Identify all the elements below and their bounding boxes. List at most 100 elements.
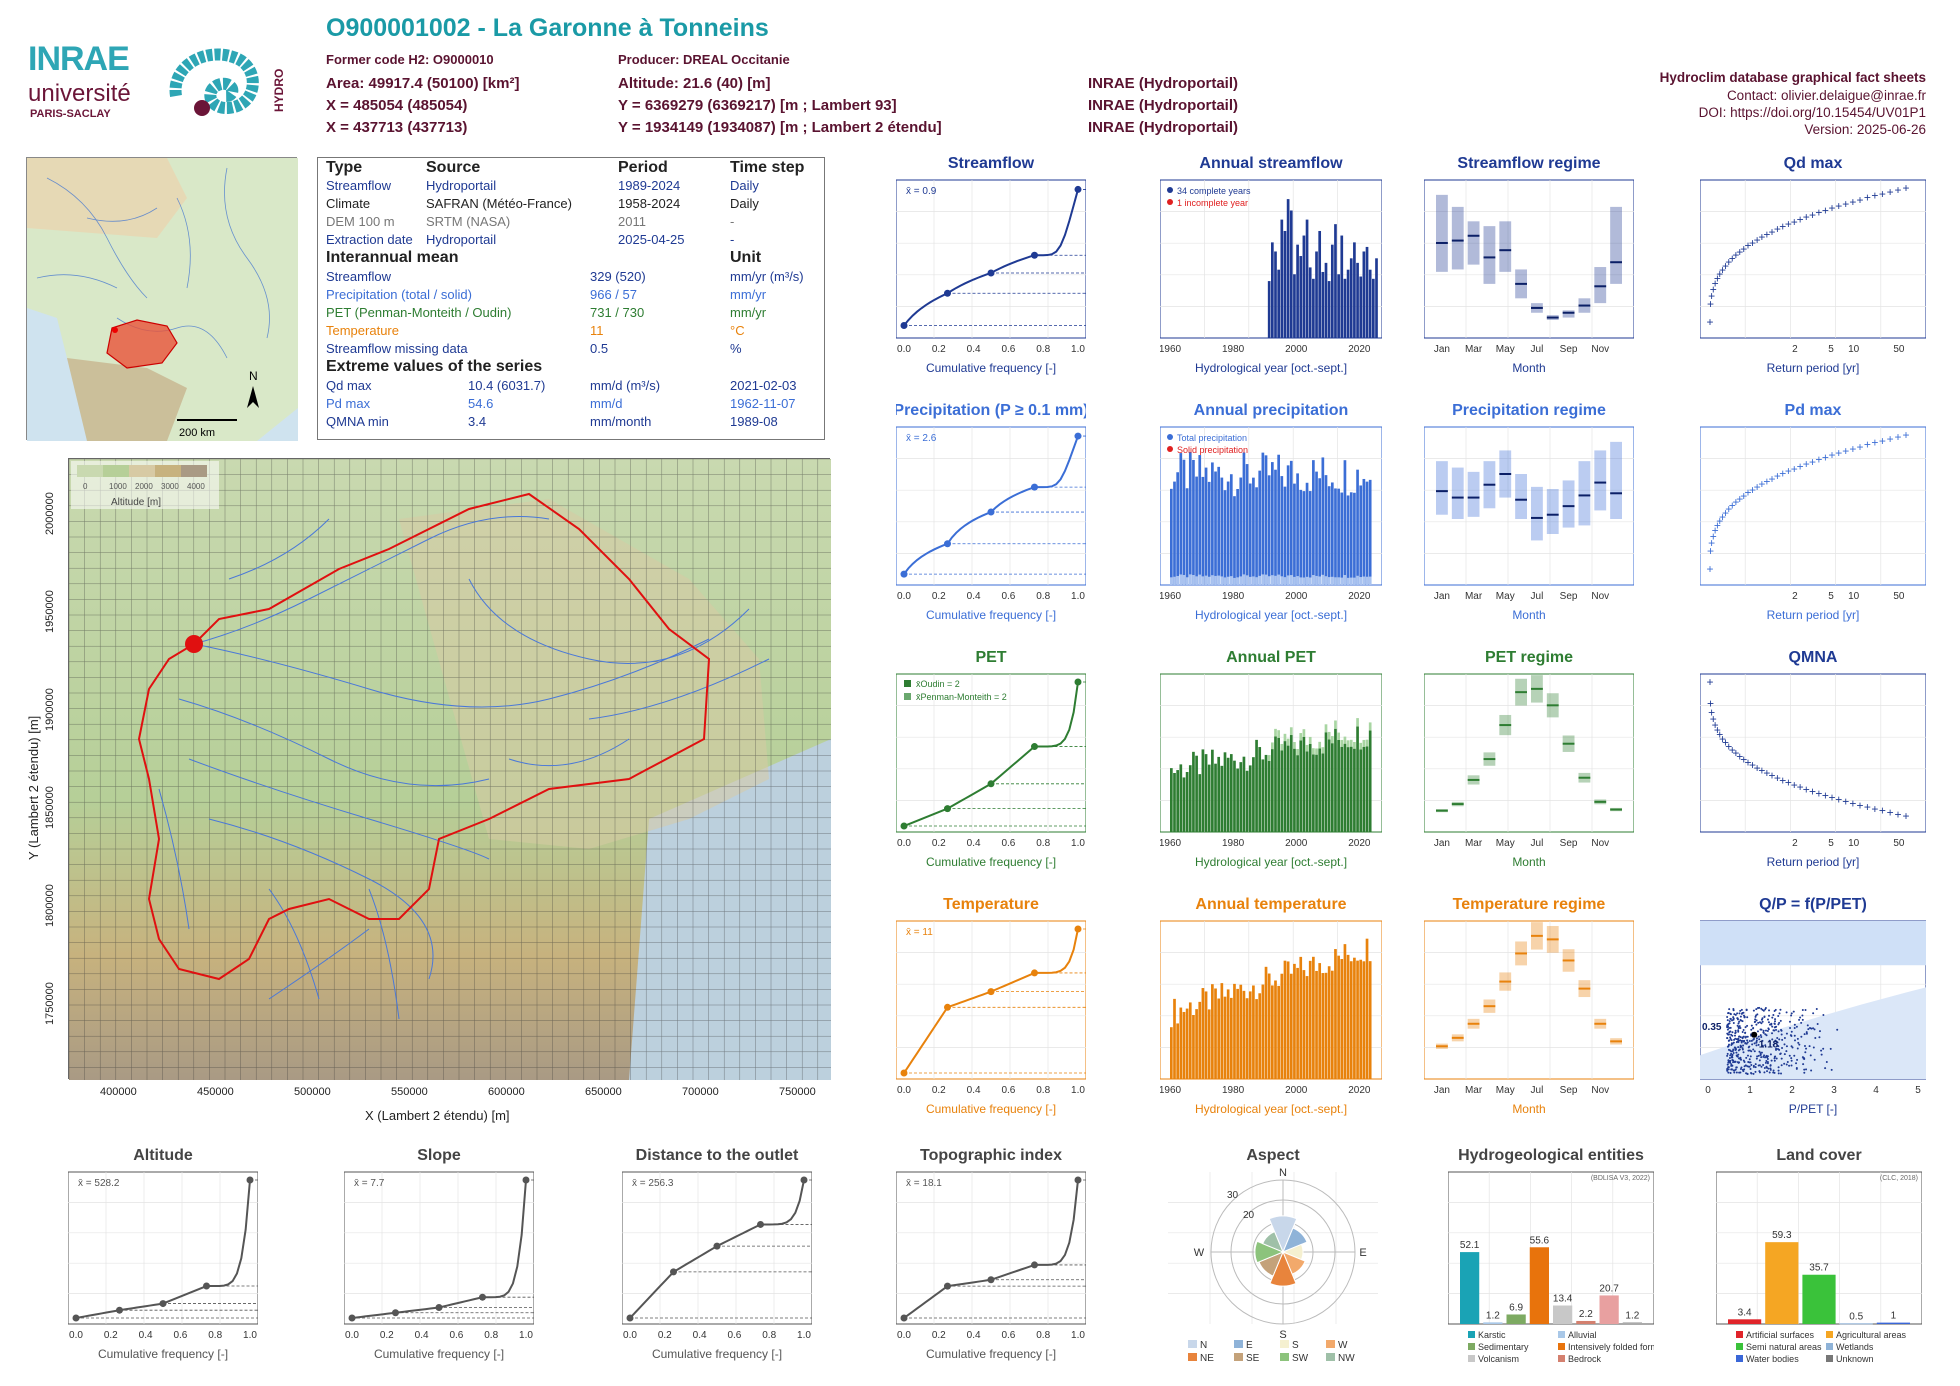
scatter-point [1746,1054,1749,1057]
scatter-point [1805,1047,1808,1050]
x-tick: 0.4 [967,591,981,602]
year-bar [1349,492,1353,585]
scatter-point [1764,1044,1767,1047]
mean-label: x̄ = 2.6 [906,433,937,444]
year-bar [1280,219,1284,338]
scatter-point [1727,1059,1730,1062]
scatter-point [1731,1042,1734,1045]
scatter-point [1774,1020,1777,1023]
solid-bar [1204,575,1208,585]
source-2: INRAE (Hydroportail) [1088,97,1238,114]
pm-bar [1353,742,1356,749]
legend-title: Altitude [m] [111,497,161,508]
year-bar [1236,489,1239,585]
x-tick: 10 [1848,838,1860,849]
legend-label: 34 complete years [1177,186,1251,196]
quantile-point [944,540,951,548]
map-xlabel: X (Lambert 2 étendu) [m] [365,1108,510,1123]
chart-title: Altitude [133,1147,193,1164]
solid-bar [1211,575,1214,585]
scatter-point [1752,1065,1755,1068]
year-bar [1277,985,1280,1079]
legend-label: Alluvial [1568,1330,1597,1340]
year-bar [1179,764,1183,832]
legend-tick: 4000 [187,482,205,491]
scatter-point [1731,1031,1734,1034]
month-box [1436,461,1448,515]
scatter-point [1732,1016,1735,1019]
scatter-point [1765,1059,1768,1062]
x-tick: 0.0 [897,591,911,602]
x-tick: 0.4 [693,1330,707,1341]
data-point: + [1749,483,1756,497]
info-cell: 1958-2024 [618,196,681,211]
scatter-point [1777,1072,1780,1075]
year-bar [1245,464,1249,585]
mean-label: x̄ = 0.9 [906,186,937,197]
data-point: + [1729,499,1736,513]
category-bar [1802,1274,1836,1324]
contact: Contact: olivier.delaigue@inrae.fr [1726,88,1926,103]
grid [896,1172,1086,1324]
scatter-point [1776,1041,1779,1044]
month-tick: May [1496,1085,1515,1096]
data-point: + [1895,183,1902,197]
month-tick: May [1496,838,1515,849]
data-point: + [1740,242,1747,256]
version: Version: 2025-06-26 [1804,122,1926,137]
mean-cell: mm/yr [730,287,767,302]
year-bar [1334,224,1337,338]
scatter-point [1758,1059,1761,1062]
month-tick: Sep [1560,838,1578,849]
x-lambert2: X = 437713 (437713) [326,119,468,136]
scatter-point [1812,1046,1815,1049]
scatter-point [1793,1039,1796,1042]
x-tick: 0.2 [380,1330,394,1341]
month-tick: Jan [1434,591,1450,602]
pm-bar [1324,724,1328,733]
area: Area: 49917.4 (50100) [km²] [326,75,520,92]
data-point: + [1815,206,1822,220]
x-tick: 0.8 [1036,1330,1050,1341]
x-tick: 0.6 [1001,344,1015,355]
data-point: + [1879,804,1886,818]
scatter-point [1741,1030,1744,1033]
quantile-point [987,269,995,277]
source-3: INRAE (Hydroportail) [1088,119,1238,136]
scatter-point [1773,1057,1776,1060]
scatter-point [1732,1048,1735,1051]
scatter-point [1748,1058,1751,1061]
month-tick: May [1496,591,1515,602]
x-tick: 0.2 [932,838,946,849]
scatter-point [1780,1057,1783,1060]
legend-swatch [103,465,129,477]
data-point: + [1822,450,1829,464]
scatter-point [1737,1061,1740,1064]
scatter-point [1753,1050,1756,1053]
scatter-point [1731,1053,1734,1056]
scatter-point [1798,1043,1801,1046]
data-point: + [1736,245,1743,259]
bar-value: 20.7 [1599,1283,1619,1294]
chart-title: Annual PET [1226,649,1316,666]
panel-streamflow_regime: MonthStreamflow [mm/month]0102030405060J… [1377,150,1647,378]
data-point: + [1879,187,1886,201]
x-tick: 4 [1873,1085,1879,1096]
solid-bar [1239,576,1243,585]
year-bar [1312,278,1315,338]
chart-pet_regime: MonthPET [mm/month]20406080100120JanMarM… [1377,649,1635,869]
data-point: + [1887,432,1894,446]
scatter-point [1756,1030,1759,1033]
mean-label: x̄ = 528.2 [78,1178,120,1189]
data-point: + [1797,780,1804,794]
scatter-point [1740,1058,1743,1061]
scatter-point [1746,1035,1749,1038]
scatter-point [1743,1065,1746,1068]
data-point: + [1745,486,1752,500]
chart-title: Annual precipitation [1194,402,1349,419]
data-point: + [1749,758,1756,772]
scatter-point [1758,1050,1761,1053]
legend-label: E [1246,1340,1253,1351]
solid-bar [1242,574,1246,585]
scatter-point [1745,1035,1748,1038]
